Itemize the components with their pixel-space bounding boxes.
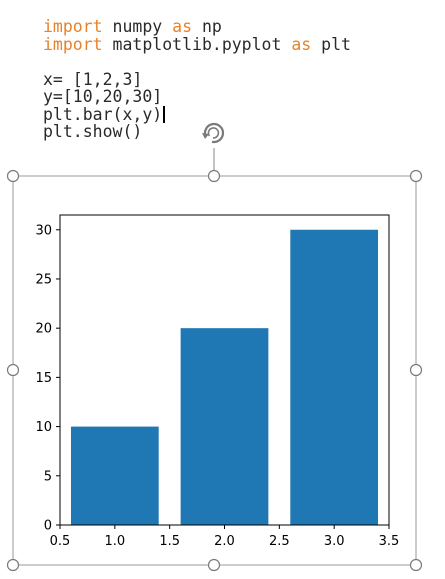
y-tick-label: 5 (44, 469, 52, 484)
resize-handle-top-right[interactable] (409, 169, 423, 183)
code-line-4: y=[10,20,30] (43, 87, 163, 106)
code-text: plt.bar(x,y) (43, 104, 163, 124)
bar-1 (70, 426, 159, 525)
x-tick-label: 2.5 (269, 534, 290, 549)
code-line-5: plt.bar(x,y) (43, 104, 351, 124)
x-tick-label: 0.5 (50, 534, 71, 549)
code-text: matplotlib.pyplot (102, 34, 292, 54)
y-tick-label: 20 (35, 322, 52, 337)
y-tick-label: 30 (35, 223, 52, 238)
code-text: plt (311, 34, 351, 54)
resize-handle-middle-right[interactable] (409, 363, 423, 377)
text-cursor (163, 105, 165, 123)
bar-chart: 0.5 1.0 1.5 2.0 2.5 3.0 3.5 0 5 10 15 20 25 30 (35, 214, 400, 549)
resize-handle-top-center[interactable] (207, 169, 221, 183)
code-line-1: import numpy as np (43, 18, 351, 36)
resize-handle-bottom-right[interactable] (409, 558, 423, 572)
keyword-import: import (43, 17, 103, 36)
bar-3 (290, 229, 379, 525)
code-line-6: plt.show() (43, 122, 143, 141)
code-editor[interactable]: import numpy as np import matplotlib.pyp… (43, 18, 351, 141)
y-tick-label: 0 (44, 519, 52, 534)
x-tick-label: 1.5 (159, 534, 180, 549)
keyword-as: as (172, 17, 193, 36)
keyword-import: import (43, 34, 103, 54)
resize-handle-bottom-left[interactable] (6, 558, 20, 572)
resize-handle-bottom-center[interactable] (207, 558, 221, 572)
keyword-as: as (291, 34, 312, 54)
code-text: numpy (102, 17, 173, 36)
x-tick-label: 3.5 (379, 534, 400, 549)
x-tick-label: 2.0 (214, 534, 235, 549)
code-line-2: import matplotlib.pyplot as plt (43, 34, 351, 54)
code-line-3: x= [1,2,3] (43, 69, 143, 89)
x-tick-label: 3.0 (324, 534, 345, 549)
x-tick-label: 1.0 (104, 534, 125, 549)
y-tick-label: 10 (35, 420, 52, 435)
y-tick-label: 25 (35, 272, 52, 287)
rotate-icon[interactable] (202, 122, 225, 144)
resize-handle-middle-left[interactable] (6, 363, 20, 377)
resize-handle-top-left[interactable] (6, 169, 20, 183)
y-tick-label: 15 (35, 371, 52, 386)
bar-2 (180, 328, 269, 525)
code-text: np (192, 17, 222, 36)
